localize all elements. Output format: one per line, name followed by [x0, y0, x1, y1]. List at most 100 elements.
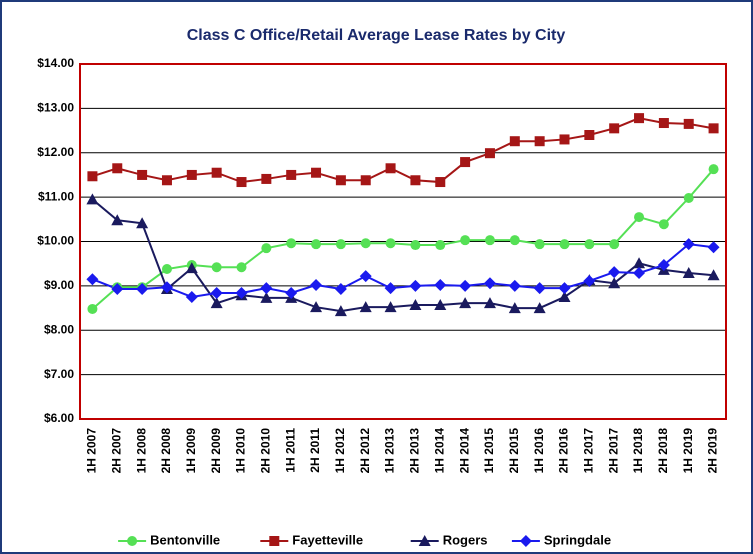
data-point — [534, 239, 545, 250]
data-point — [285, 286, 298, 299]
legend-marker — [418, 535, 431, 546]
x-tick-label: 2H 2008 — [159, 428, 173, 474]
data-point — [459, 279, 472, 292]
x-tick-label: 1H 2009 — [184, 428, 198, 474]
data-point — [210, 297, 223, 309]
data-point — [360, 238, 371, 249]
data-point — [558, 290, 571, 302]
data-point — [87, 171, 98, 182]
data-point — [86, 273, 99, 286]
data-point — [634, 212, 645, 223]
x-tick-label: 2H 2009 — [209, 428, 223, 474]
data-point — [533, 282, 546, 295]
legend-marker — [519, 535, 532, 547]
plot-border — [79, 63, 727, 420]
data-point — [634, 113, 645, 124]
data-point — [334, 305, 347, 317]
x-tick-label: 1H 2016 — [532, 428, 546, 474]
x-tick-label: 2H 2012 — [358, 428, 372, 474]
data-point — [236, 177, 247, 188]
data-point — [708, 123, 719, 134]
data-point — [707, 269, 720, 281]
x-tick-label: 1H 2008 — [134, 428, 148, 474]
data-point — [508, 279, 521, 292]
data-point — [87, 303, 98, 314]
x-tick-label: 1H 2019 — [681, 428, 695, 474]
data-point — [112, 163, 123, 174]
legend-label: Fayetteville — [292, 532, 363, 547]
y-tick-label: $13.00 — [37, 101, 74, 115]
data-point — [410, 240, 421, 251]
series-line — [91, 198, 714, 313]
x-tick-label: 2H 2019 — [706, 428, 720, 474]
data-point — [559, 239, 570, 250]
data-point — [161, 175, 172, 186]
data-point — [609, 239, 620, 250]
data-point — [236, 262, 247, 273]
x-tick-label: 1H 2013 — [383, 428, 397, 474]
data-point — [435, 177, 446, 188]
data-point — [235, 286, 248, 299]
data-point — [509, 136, 520, 147]
x-tick-label: 1H 2010 — [234, 428, 248, 474]
data-point — [708, 164, 719, 175]
data-point — [460, 157, 471, 168]
x-tick-label: 2H 2013 — [408, 428, 422, 474]
data-point — [161, 264, 172, 275]
x-tick-label: 2H 2007 — [109, 428, 123, 474]
data-point — [137, 169, 148, 180]
data-point — [186, 169, 197, 180]
data-point — [136, 217, 149, 229]
data-point — [311, 239, 322, 250]
data-point — [286, 169, 297, 180]
data-point — [260, 291, 273, 303]
legend-marker — [127, 536, 138, 546]
data-point — [384, 301, 397, 313]
data-point — [658, 118, 669, 129]
data-point — [434, 278, 447, 291]
y-tick-label: $8.00 — [44, 322, 74, 336]
data-point — [211, 262, 222, 273]
data-point — [360, 175, 371, 186]
x-tick-label: 2H 2016 — [557, 428, 571, 474]
x-tick-label: 1H 2007 — [85, 428, 99, 474]
data-point — [261, 243, 272, 254]
x-tick-label: 2H 2017 — [606, 428, 620, 474]
data-point — [484, 148, 495, 159]
data-point — [682, 267, 695, 279]
data-point — [385, 163, 396, 174]
y-tick-label: $10.00 — [37, 234, 74, 248]
data-point — [111, 214, 124, 226]
chart-title: Class C Office/Retail Average Lease Rate… — [187, 27, 566, 44]
x-tick-label: 1H 2014 — [432, 428, 446, 474]
data-point — [707, 241, 720, 254]
y-tick-label: $9.00 — [44, 278, 74, 292]
y-tick-label: $11.00 — [38, 189, 74, 203]
data-point — [559, 134, 570, 145]
data-point — [210, 286, 223, 299]
data-point — [335, 175, 346, 186]
data-point — [260, 282, 273, 295]
data-point — [459, 297, 472, 309]
data-point — [533, 302, 546, 314]
data-point — [335, 239, 346, 250]
x-tick-label: 1H 2012 — [333, 428, 347, 474]
data-point — [682, 238, 695, 251]
data-point — [483, 297, 496, 309]
data-point — [633, 257, 646, 269]
legend-label: Rogers — [443, 532, 488, 547]
data-point — [483, 277, 496, 290]
data-point — [558, 282, 571, 295]
data-point — [608, 266, 621, 279]
data-point — [136, 282, 149, 295]
x-tick-label: 1H 2015 — [482, 428, 496, 474]
data-point — [608, 277, 621, 289]
x-tick-label: 1H 2017 — [582, 428, 596, 474]
data-point — [359, 270, 372, 283]
data-point — [310, 278, 323, 291]
data-point — [584, 239, 595, 250]
x-tick-label: 1H 2018 — [631, 428, 645, 474]
data-point — [384, 282, 397, 295]
